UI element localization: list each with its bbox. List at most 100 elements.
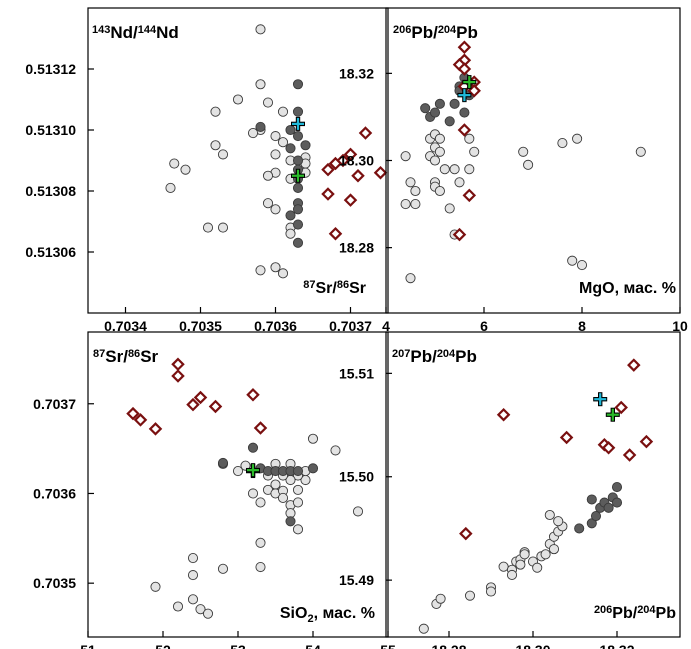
diamond-point xyxy=(358,126,373,140)
diamond-point xyxy=(639,434,654,449)
light-circle-point xyxy=(400,199,411,210)
series-circle-dark xyxy=(217,442,319,527)
light-circle-point xyxy=(202,222,214,233)
dark-circle-point xyxy=(574,523,585,534)
light-circle-point xyxy=(255,561,266,573)
diamond-point xyxy=(496,407,511,422)
x-axis-label: SiO2, мас. % xyxy=(280,605,375,625)
diamond-point xyxy=(246,388,260,402)
series-cross-cyan xyxy=(593,392,608,407)
light-circle-point xyxy=(400,151,411,162)
x-tick-label: 52 xyxy=(155,642,171,649)
series-diamond xyxy=(126,357,268,436)
light-circle-point xyxy=(449,164,460,175)
cyan-cross-point xyxy=(457,88,472,103)
light-circle-point xyxy=(217,149,229,160)
light-circle-point xyxy=(292,484,304,495)
light-circle-point xyxy=(232,94,244,105)
dark-circle-point xyxy=(292,204,304,215)
x-tick-label: 18.32 xyxy=(599,642,634,649)
diamond-point xyxy=(457,62,472,76)
diamond-point xyxy=(459,526,473,541)
diamond-point xyxy=(462,188,477,203)
diamond-point xyxy=(126,406,140,421)
panel-sr-sio2: 51 52 53 54 55 0.7035 0.7036 0.7037 87Sr/86Sr SiO… xyxy=(33,331,396,649)
light-circle-point xyxy=(506,569,518,581)
dark-circle-point xyxy=(292,465,304,477)
y-tick-label: 15.50 xyxy=(339,469,374,485)
light-circle-point xyxy=(557,138,568,149)
series-cross-cyan xyxy=(291,116,305,131)
light-circle-point xyxy=(434,185,445,197)
x-tick-label: 51 xyxy=(80,642,96,649)
plot-frame xyxy=(385,331,681,638)
light-circle-point xyxy=(485,586,497,597)
light-circle-point xyxy=(572,133,583,144)
x-tick-label: 0.7037 xyxy=(329,318,372,334)
diamond-point xyxy=(133,413,148,427)
light-circle-point xyxy=(210,106,221,117)
light-circle-point xyxy=(270,262,281,273)
y-tick-label: 0.51306 xyxy=(25,244,76,260)
light-circle-point xyxy=(567,255,578,266)
diamond-point xyxy=(343,147,358,162)
series-diamond xyxy=(321,126,388,241)
diamond-point xyxy=(457,40,472,54)
x-tick-label: 18.30 xyxy=(515,642,550,649)
light-circle-point xyxy=(277,268,289,279)
x-tick-label: 8 xyxy=(578,318,586,334)
light-circle-point xyxy=(635,146,646,157)
series-circle-light xyxy=(165,24,311,279)
diamond-point xyxy=(208,399,223,414)
light-circle-point xyxy=(410,199,421,210)
light-circle-point xyxy=(454,177,465,188)
y-tick-label: 18.32 xyxy=(339,65,374,81)
light-circle-point xyxy=(405,177,416,188)
light-circle-point xyxy=(523,159,534,170)
light-circle-point xyxy=(434,133,445,144)
series-cross-green xyxy=(291,168,305,183)
light-circle-point xyxy=(255,79,266,90)
dark-circle-point xyxy=(611,497,623,508)
light-circle-point xyxy=(532,562,543,573)
light-circle-point xyxy=(187,594,199,605)
dark-circle-point xyxy=(307,463,319,474)
x-axis-label: MgO, мас. % xyxy=(579,280,676,297)
x-tick-label: 0.7036 xyxy=(254,318,297,334)
diamond-point xyxy=(186,397,200,412)
light-circle-point xyxy=(277,106,289,117)
x-axis-label: 206Pb/204Pb xyxy=(594,604,676,622)
light-circle-point xyxy=(439,164,450,175)
diamond-point xyxy=(321,162,335,177)
light-circle-point xyxy=(210,140,221,151)
green-cross-point xyxy=(246,463,260,478)
dark-circle-point xyxy=(285,210,296,221)
light-circle-point xyxy=(292,524,304,535)
diamond-point xyxy=(171,357,185,372)
cyan-cross-point xyxy=(291,116,305,131)
light-circle-point xyxy=(255,24,266,35)
panel-nd-sr: 0.7034 0.7035 0.7036 0.7037 0.51306 0.51308 0.… xyxy=(25,7,389,334)
x-tick-label: 6 xyxy=(480,318,488,334)
light-circle-point xyxy=(217,222,229,233)
light-circle-point xyxy=(405,273,416,284)
series-cross-green xyxy=(605,407,620,422)
dark-circle-point xyxy=(247,442,259,453)
light-circle-point xyxy=(519,549,530,560)
light-circle-point xyxy=(187,553,199,564)
panel-title: 206Pb/204Pb xyxy=(393,23,478,42)
y-tick-label: 18.28 xyxy=(339,240,374,256)
x-axis-label: 87Sr/86Sr xyxy=(303,279,366,297)
series-circle-dark xyxy=(255,79,311,248)
light-circle-point xyxy=(307,433,319,444)
diamond-point xyxy=(253,421,268,435)
dark-circle-point xyxy=(292,219,304,230)
diamond-point xyxy=(328,226,343,241)
light-circle-point xyxy=(247,127,259,139)
light-circle-point xyxy=(150,581,161,592)
diamond-point xyxy=(622,448,637,462)
dark-circle-point xyxy=(292,237,304,248)
light-circle-point xyxy=(540,549,551,560)
dark-circle-point xyxy=(586,494,597,505)
light-circle-point xyxy=(277,492,289,504)
